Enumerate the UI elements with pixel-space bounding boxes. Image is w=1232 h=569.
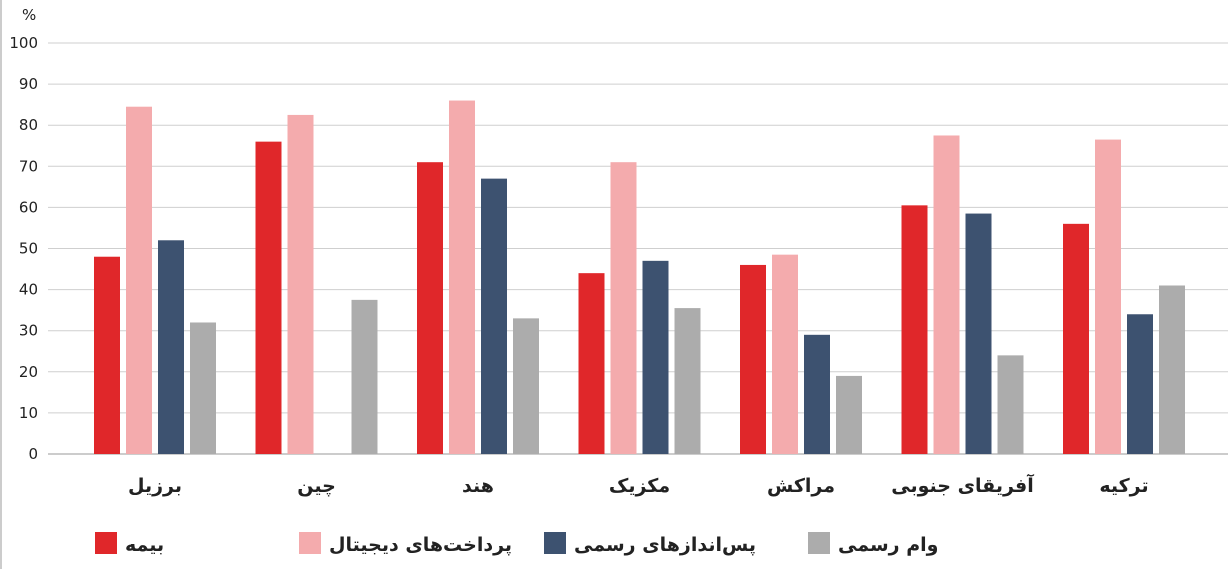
bars — [94, 100, 1185, 455]
bar — [836, 375, 862, 454]
y-tick-label: 90 — [19, 75, 38, 93]
gridlines — [48, 42, 1228, 455]
y-tick-label: 10 — [19, 404, 38, 422]
bar — [965, 213, 992, 454]
bar — [901, 205, 928, 454]
x-category-label: ترکیه — [1099, 475, 1148, 497]
y-tick-label: 70 — [19, 157, 38, 175]
y-tick-label: 20 — [19, 363, 38, 381]
y-tick-label: 80 — [19, 116, 38, 134]
y-tick-label: 100 — [9, 34, 38, 52]
x-category-label: هند — [462, 475, 494, 497]
legend-swatch — [299, 532, 321, 554]
bar — [449, 100, 475, 454]
legend: بیمه پرداخت‌های دیجیتال پس‌اندازهای رسمی وا… — [95, 532, 938, 556]
y-axis-unit: % — [22, 6, 36, 24]
bar — [933, 135, 960, 454]
y-tick-label: 60 — [19, 198, 38, 216]
y-axis-ticks: 0 10 20 30 40 50 60 70 80 90 100 — [9, 34, 38, 463]
bar — [740, 264, 766, 454]
x-axis-categories: برزیل چین هند مکزیک مراکش آفریقای جنوبی ترکیه — [128, 473, 1149, 497]
legend-label: پرداخت‌های دیجیتال — [329, 534, 512, 556]
y-tick-label: 50 — [19, 240, 38, 258]
bar — [158, 240, 184, 454]
x-category-label: برزیل — [128, 475, 182, 497]
bar — [351, 299, 378, 454]
y-tick-label: 30 — [19, 322, 38, 340]
bar — [997, 355, 1024, 454]
x-category-label: چین — [297, 475, 336, 497]
bar — [190, 322, 216, 454]
legend-label: وام رسمی — [838, 534, 938, 556]
bar — [255, 141, 282, 454]
bar — [1127, 314, 1153, 454]
bar — [1063, 223, 1089, 454]
bar — [674, 308, 701, 454]
y-tick-label: 0 — [28, 445, 38, 463]
x-category-label: مکزیک — [609, 475, 670, 497]
bar — [610, 162, 637, 454]
bar — [126, 106, 152, 454]
bar — [578, 273, 605, 454]
bar — [94, 256, 120, 454]
legend-swatch — [544, 532, 566, 554]
bar — [1159, 285, 1185, 454]
bar — [804, 334, 830, 454]
bar — [417, 162, 443, 454]
bar — [642, 260, 669, 454]
y-tick-label: 40 — [19, 281, 38, 299]
x-category-label: مراکش — [767, 475, 835, 497]
x-category-label: آفریقای جنوبی — [891, 473, 1034, 497]
legend-label: پس‌اندازهای رسمی — [574, 534, 756, 556]
bar — [513, 318, 539, 454]
bar — [772, 254, 798, 454]
bar — [481, 178, 507, 454]
legend-label: بیمه — [125, 534, 164, 556]
legend-swatch — [808, 532, 830, 554]
legend-swatch — [95, 532, 117, 554]
bar — [287, 114, 314, 455]
bar — [1095, 139, 1121, 454]
